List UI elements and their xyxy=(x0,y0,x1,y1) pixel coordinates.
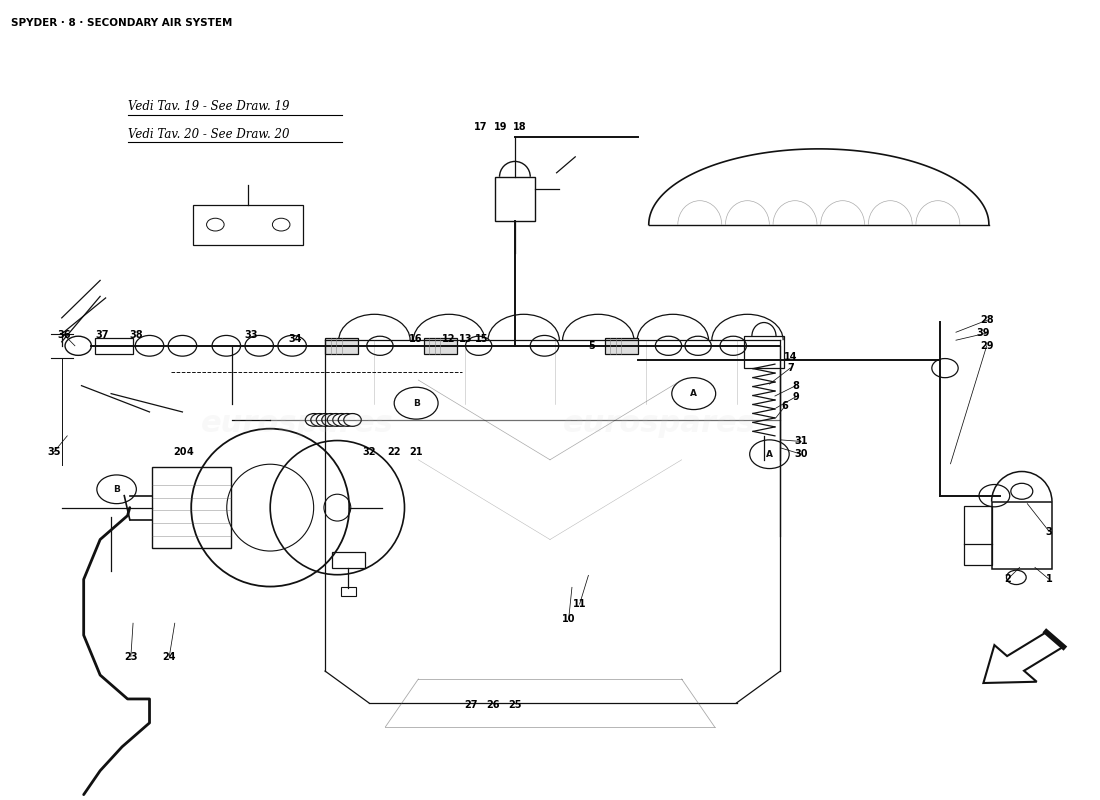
Circle shape xyxy=(366,336,393,355)
Text: 9: 9 xyxy=(792,392,800,402)
Bar xyxy=(965,506,991,566)
Bar xyxy=(424,338,456,354)
Circle shape xyxy=(311,414,329,426)
Bar xyxy=(341,586,356,596)
Circle shape xyxy=(530,335,559,356)
Circle shape xyxy=(332,414,350,426)
Bar xyxy=(326,338,358,354)
Circle shape xyxy=(212,335,241,356)
Text: 34: 34 xyxy=(288,334,302,345)
Text: 22: 22 xyxy=(387,447,400,457)
Text: 33: 33 xyxy=(245,330,258,340)
Bar xyxy=(495,177,535,221)
Text: 11: 11 xyxy=(573,599,586,609)
Text: 16: 16 xyxy=(409,334,422,345)
Circle shape xyxy=(932,358,958,378)
Text: 18: 18 xyxy=(513,122,526,132)
Text: 13: 13 xyxy=(459,334,472,345)
Bar xyxy=(745,336,783,368)
Text: B: B xyxy=(113,485,120,494)
Circle shape xyxy=(306,414,323,426)
Text: 30: 30 xyxy=(794,450,808,459)
Polygon shape xyxy=(983,632,1064,683)
Text: 36: 36 xyxy=(57,330,70,340)
Circle shape xyxy=(343,414,361,426)
Text: 37: 37 xyxy=(96,330,109,340)
Text: 39: 39 xyxy=(977,328,990,338)
Text: eurospares: eurospares xyxy=(201,410,394,438)
Text: A: A xyxy=(766,450,773,458)
Text: Vedi Tav. 19 - See Draw. 19: Vedi Tav. 19 - See Draw. 19 xyxy=(128,100,289,113)
Text: 17: 17 xyxy=(474,122,487,132)
Circle shape xyxy=(338,414,355,426)
Text: 14: 14 xyxy=(783,352,798,362)
Text: 3: 3 xyxy=(1046,526,1053,537)
Text: 27: 27 xyxy=(464,699,477,710)
Bar xyxy=(605,338,638,354)
Circle shape xyxy=(685,336,712,355)
Text: 2: 2 xyxy=(1004,574,1011,584)
Text: 12: 12 xyxy=(442,334,455,345)
Text: 1: 1 xyxy=(1046,574,1053,584)
Circle shape xyxy=(65,336,91,355)
Text: 15: 15 xyxy=(475,334,488,345)
Circle shape xyxy=(1011,483,1033,499)
Text: 32: 32 xyxy=(362,447,376,457)
Text: 28: 28 xyxy=(980,315,993,326)
Text: 24: 24 xyxy=(163,652,176,662)
Text: A: A xyxy=(690,389,697,398)
Bar xyxy=(194,205,304,245)
Circle shape xyxy=(317,414,333,426)
Bar xyxy=(332,553,365,568)
Circle shape xyxy=(979,485,1010,507)
Circle shape xyxy=(1006,570,1026,585)
Text: 21: 21 xyxy=(409,447,422,457)
Text: 5: 5 xyxy=(588,341,595,350)
Text: 8: 8 xyxy=(792,381,800,390)
Text: 20: 20 xyxy=(174,447,187,457)
Text: SPYDER · 8 · SECONDARY AIR SYSTEM: SPYDER · 8 · SECONDARY AIR SYSTEM xyxy=(11,18,232,27)
Text: 10: 10 xyxy=(562,614,575,624)
Text: 25: 25 xyxy=(508,699,521,710)
Text: 4: 4 xyxy=(187,447,194,457)
Circle shape xyxy=(720,336,747,355)
Circle shape xyxy=(328,414,344,426)
Text: 35: 35 xyxy=(47,447,60,457)
Text: 26: 26 xyxy=(486,699,499,710)
Circle shape xyxy=(245,335,274,356)
Text: 6: 6 xyxy=(781,402,789,411)
Circle shape xyxy=(135,335,164,356)
Text: 7: 7 xyxy=(786,363,794,373)
Text: 31: 31 xyxy=(794,437,808,446)
Circle shape xyxy=(322,414,339,426)
Text: 23: 23 xyxy=(124,652,138,662)
Text: Vedi Tav. 20 - See Draw. 20: Vedi Tav. 20 - See Draw. 20 xyxy=(128,128,289,141)
Bar xyxy=(152,467,231,548)
Bar xyxy=(991,502,1052,570)
Circle shape xyxy=(465,336,492,355)
Text: eurospares: eurospares xyxy=(563,410,756,438)
Text: 19: 19 xyxy=(494,122,507,132)
Circle shape xyxy=(168,335,197,356)
Text: B: B xyxy=(412,398,419,408)
Circle shape xyxy=(656,336,682,355)
Text: 29: 29 xyxy=(980,341,993,350)
Text: 38: 38 xyxy=(130,330,143,340)
Circle shape xyxy=(278,335,307,356)
